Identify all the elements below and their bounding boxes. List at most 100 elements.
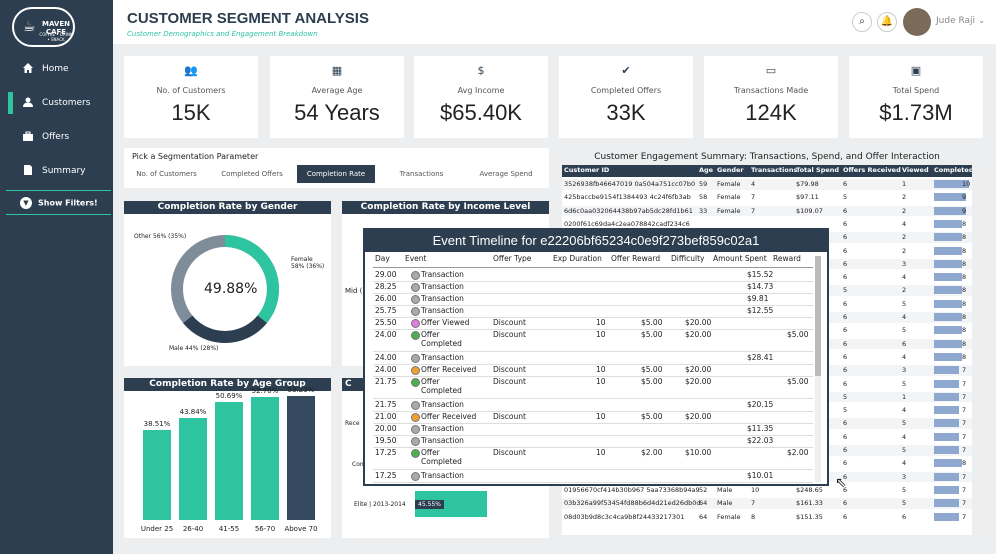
age-bar [287, 395, 315, 520]
nav-summary[interactable]: Summary [0, 158, 113, 186]
event-row[interactable]: 28.25 Transaction $14.73 [373, 282, 813, 294]
nav-home[interactable]: Home [0, 56, 113, 84]
table-cell: $248.65 [796, 485, 823, 494]
column-header[interactable]: Age [699, 166, 714, 174]
popup-scrollbar[interactable] [815, 256, 821, 482]
table-cell: 4 [902, 313, 907, 321]
table-row[interactable]: 08d03b9d8c3c4ca9b8f24433217301 64 Female 8 $… [562, 512, 972, 523]
table-cell: 3 [902, 259, 907, 268]
segment-option[interactable]: Transactions [399, 170, 444, 178]
column-header[interactable]: Day [375, 254, 390, 263]
table-scrollbar[interactable] [976, 165, 982, 535]
column-header[interactable]: Amount Spent [713, 254, 767, 263]
column-header[interactable]: Offers Received [843, 166, 901, 174]
column-header[interactable]: Exp Duration [553, 254, 602, 263]
table-cell: 7 [962, 379, 967, 388]
segment-label: Pick a Segmentation Parameter [132, 152, 259, 161]
table-row[interactable]: 425baccbe9154f1384493 4c24f6fb3ab 58 Femal… [562, 192, 972, 203]
avatar[interactable] [903, 8, 931, 36]
column-header[interactable]: Total Spend [796, 166, 840, 174]
nav-customers[interactable]: Customers [0, 90, 113, 118]
kpi-value: 124K [745, 100, 797, 125]
column-header[interactable]: Transactions [751, 166, 798, 174]
table-cell: 8 [962, 313, 967, 321]
bar-value-label: 52.70% [251, 387, 279, 396]
segment-option[interactable]: Completed Offers [221, 170, 283, 178]
event-row[interactable]: 21.75 Offer Completed Discount 10 $5.00 $20.0… [373, 377, 813, 399]
event-row[interactable]: 24.00 Offer Received Discount 10 $5.00 $20.00 [373, 365, 813, 377]
legend-male: Male 44% (28%) [169, 345, 219, 352]
column-header[interactable]: Viewed [902, 166, 929, 174]
kpi-label: Transactions Made [733, 86, 809, 95]
table-cell: 1 [902, 392, 907, 401]
completed-bar [934, 193, 966, 202]
column-header[interactable]: Difficulty [671, 254, 705, 263]
table-cell: $161.33 [796, 499, 823, 508]
event-row[interactable]: 17.25 Transaction $10.01 [373, 471, 813, 483]
table-row[interactable]: 0200f61c69da4c2ea078842cadf234c6 6 4 8 [562, 219, 972, 230]
table-row[interactable]: 01956670cf414b30b967 5aa73368b94a9 52 Male… [562, 485, 972, 496]
chart-title: Completion Rate by Gender [124, 201, 331, 214]
event-row[interactable]: 29.00 Transaction $15.52 [373, 270, 813, 282]
event-cell: 10 [596, 318, 606, 327]
x-tick-label: Above 70 [284, 525, 318, 533]
table-cell: Male [717, 485, 733, 494]
income-label: Mid (5 [345, 287, 367, 295]
event-cell: $10.01 [747, 471, 774, 480]
nav-label: Summary [42, 166, 86, 176]
table-cell: 7 [962, 406, 967, 415]
column-header[interactable]: Completed [934, 166, 972, 174]
column-header[interactable]: Customer ID [564, 166, 610, 174]
table-row[interactable]: 6d6c0aa032064438b97ab5dc28fd1b61 33 Female… [562, 205, 972, 217]
column-header[interactable]: Reward [773, 254, 801, 263]
event-cell: Transaction [421, 353, 464, 362]
event-cell: $10.00 [685, 448, 712, 457]
nav-offers[interactable]: Offers [0, 124, 113, 152]
event-row[interactable]: 17.25 Offer Completed Discount 10 $2.00 $10.0… [373, 448, 813, 470]
column-header[interactable]: Event [405, 254, 427, 263]
event-row[interactable]: 25.75 Transaction $12.55 [373, 306, 813, 318]
event-row[interactable]: 20.00 Transaction $11.35 [373, 424, 813, 436]
event-row[interactable]: 24.00 Offer Completed Discount 10 $5.00 $20.0… [373, 330, 813, 352]
table-cell: 4 [902, 219, 907, 228]
column-header[interactable]: Gender [717, 166, 744, 174]
column-header[interactable]: Offer Type [493, 254, 532, 263]
completed-bar [934, 406, 959, 415]
table-cell: 2 [902, 233, 907, 242]
bar-value-label: 38.51% [143, 420, 171, 429]
table-row[interactable]: 03b326a99f53454fd88b6d4d21ed26db0d 64 Male… [562, 498, 972, 509]
completed-bar [934, 485, 959, 494]
event-cell: $20.00 [685, 412, 712, 421]
user-menu[interactable]: Jude Raji ⌄ [936, 16, 985, 26]
event-row[interactable]: 19.50 Transaction $22.03 [373, 436, 813, 448]
event-cell: Transaction [421, 282, 464, 291]
divider [6, 190, 111, 191]
table-cell: 8 [962, 273, 967, 282]
table-cell: 4 [902, 273, 907, 282]
completed-bar [934, 419, 959, 428]
table-cell: 5 [843, 193, 848, 202]
segment-option[interactable]: No. of Customers [136, 170, 197, 178]
kpi-label: Completed Offers [590, 86, 662, 95]
table-cell: 9 [962, 206, 967, 215]
table-row[interactable]: 3526938fb46647019 0a504a751cc07b0 59 Femal… [562, 179, 972, 190]
event-status-icon [411, 319, 420, 328]
event-row[interactable]: 24.00 Transaction $28.41 [373, 353, 813, 365]
table-cell: 7 [751, 193, 756, 202]
segment-option-selected[interactable]: Completion Rate [297, 165, 375, 183]
event-row[interactable]: 21.00 Offer Received Discount 10 $5.00 $20.00 [373, 412, 813, 424]
kpi-age: ▦ Average Age 54 Years [270, 56, 404, 138]
event-row[interactable]: 26.00 Transaction $9.81 [373, 294, 813, 306]
completed-bar [934, 459, 962, 468]
table-cell: 2 [902, 286, 907, 295]
scrollbar-thumb[interactable] [815, 256, 821, 376]
event-row[interactable]: 25.50 Offer Viewed Discount 10 $5.00 $20.00 [373, 318, 813, 330]
column-header[interactable]: Offer Reward [611, 254, 661, 263]
show-filters-button[interactable]: ▼ Show Filters! [20, 197, 98, 209]
search-button[interactable]: ⌕ [852, 12, 872, 32]
table-cell: 6 [843, 246, 848, 255]
segment-option[interactable]: Average Spend [479, 170, 533, 178]
notification-button[interactable]: 🔔 [877, 12, 897, 32]
nav-label: Customers [42, 98, 91, 108]
event-row[interactable]: 21.75 Transaction $20.15 [373, 400, 813, 412]
